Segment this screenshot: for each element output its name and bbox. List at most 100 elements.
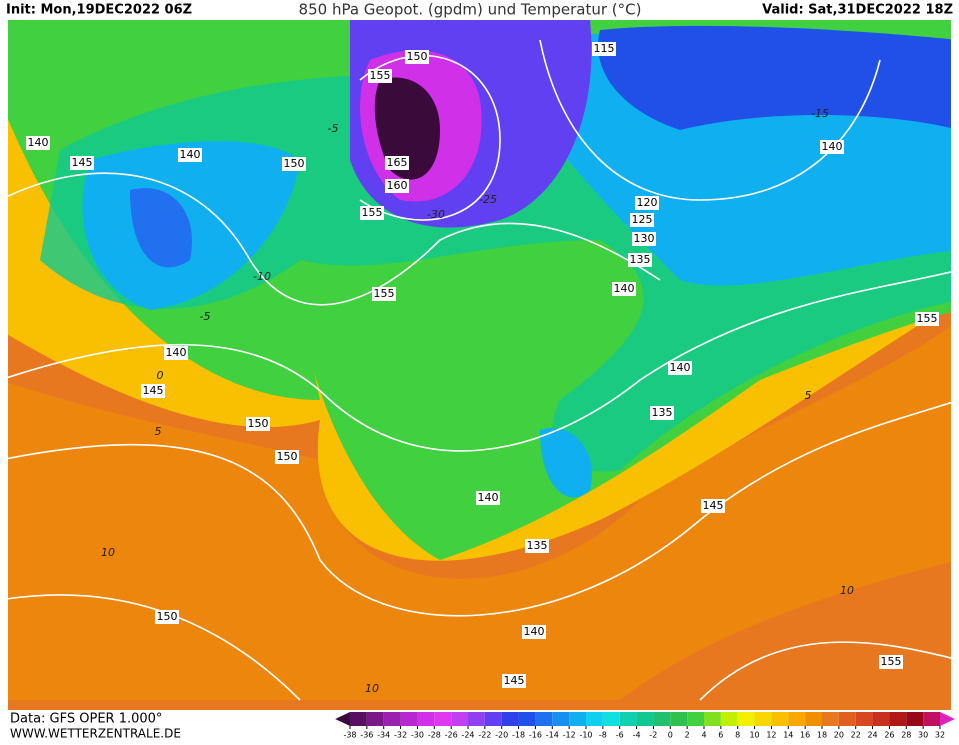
label-box <box>26 136 50 150</box>
legend-swatch <box>586 712 603 726</box>
legend-swatch <box>602 712 620 726</box>
legend-tick-label: -16 <box>529 731 542 740</box>
legend-swatch <box>552 712 570 726</box>
legend-tick-label: 22 <box>851 731 861 740</box>
legend-tick-label: 26 <box>884 731 894 740</box>
legend-swatch <box>687 712 704 726</box>
legend-swatch <box>754 712 772 726</box>
label-box <box>372 287 396 301</box>
temperature-label: 5 <box>155 425 162 438</box>
legend-tick-label: 32 <box>935 731 945 740</box>
label-box <box>635 196 659 210</box>
legend-tick-label: -12 <box>563 731 576 740</box>
legend-tick-label: -14 <box>546 731 559 740</box>
legend-swatch <box>535 712 553 726</box>
label-box <box>282 157 306 171</box>
data-source: Data: GFS OPER 1.000° <box>10 712 162 727</box>
legend-tick-label: 18 <box>817 731 827 740</box>
legend-tick-label: 28 <box>901 731 911 740</box>
temperature-label: -25 <box>479 193 497 206</box>
legend-tick-label: -28 <box>428 731 441 740</box>
label-box <box>385 179 409 193</box>
legend-swatch <box>366 712 384 726</box>
geopotential-label: 135 <box>652 406 673 419</box>
legend-tick-label: -30 <box>411 731 424 740</box>
label-box <box>632 232 656 246</box>
legend-tick-label: 4 <box>701 731 706 740</box>
label-box <box>668 361 692 375</box>
label-box <box>178 148 202 162</box>
legend-swatch <box>872 712 890 726</box>
geopotential-label: 155 <box>370 69 391 82</box>
contour-labels: 150 155 165 160 155 115 140 145 140 150 140 120 125 1… <box>26 42 939 695</box>
temperature-label: 5 <box>805 389 812 402</box>
legend-tick-label: 30 <box>918 731 928 740</box>
label-box <box>368 69 392 83</box>
geopotential-label: 145 <box>703 499 724 512</box>
geopotential-label: 140 <box>524 625 545 638</box>
label-box <box>502 674 526 688</box>
geopotential-label: 155 <box>374 287 395 300</box>
map-title: 850 hPa Geopot. (gpdm) und Temperatur (°… <box>299 1 642 19</box>
geopotential-label: 140 <box>166 346 187 359</box>
label-box <box>592 42 616 56</box>
temperature-label: -5 <box>328 122 339 135</box>
legend-tick-label: -22 <box>478 731 491 740</box>
legend-swatch <box>518 712 536 726</box>
label-box <box>650 406 674 420</box>
legend-tick-label: -2 <box>649 731 657 740</box>
legend-tick-label: 10 <box>749 731 759 740</box>
temperature-label: -30 <box>427 208 445 221</box>
label-box <box>246 417 270 431</box>
legend-swatch <box>350 712 367 726</box>
label-box <box>915 312 939 326</box>
legend-tick-label: -32 <box>394 731 407 740</box>
geopotential-label: 145 <box>504 674 525 687</box>
geopotential-label: 150 <box>284 157 305 170</box>
label-box <box>612 282 636 296</box>
label-box <box>476 491 500 505</box>
legend-swatch <box>468 712 485 726</box>
legend-tick-label: 12 <box>766 731 776 740</box>
legend-tick-label: -10 <box>579 731 592 740</box>
geopotential-label: 140 <box>180 148 201 161</box>
temperature-label: 10 <box>365 682 379 695</box>
legend-tick-label: -26 <box>445 731 458 740</box>
label-box <box>155 610 179 624</box>
geopotential-label: 115 <box>594 42 615 55</box>
geopotential-label: 130 <box>634 232 655 245</box>
legend-tick-label: -8 <box>599 731 607 740</box>
temperature-label: 10 <box>101 546 115 559</box>
label-box <box>275 450 299 464</box>
geopotential-label: 135 <box>630 253 651 266</box>
legend-swatch <box>906 712 924 726</box>
label-box <box>701 499 725 513</box>
legend-tick-label: 24 <box>867 731 877 740</box>
label-box <box>70 156 94 170</box>
label-box <box>525 539 549 553</box>
geopotential-label: 145 <box>143 384 164 397</box>
geopotential-label: 120 <box>637 196 658 209</box>
legend-swatch <box>383 712 401 726</box>
legend-swatch <box>771 712 789 726</box>
legend-swatch <box>451 712 468 726</box>
legend-tick-label: -24 <box>461 731 474 740</box>
legend-tick-label: 20 <box>834 731 844 740</box>
label-box <box>360 206 384 220</box>
legend-tick-label: -4 <box>633 731 641 740</box>
legend-swatch <box>619 712 637 726</box>
geopotential-label: 160 <box>387 179 408 192</box>
geopotential-label: 140 <box>28 136 49 149</box>
legend: -38 -36 -34 -32 -30 -28 -26 -24 -22 -20 -18 -16 -14-… <box>335 712 955 740</box>
legend-swatch <box>636 712 654 726</box>
geopotential-label: 135 <box>527 539 548 552</box>
geopotential-label: 140 <box>822 140 843 153</box>
geopotential-label: 165 <box>387 156 408 169</box>
legend-tick-label: 16 <box>800 731 810 740</box>
label-box <box>628 253 652 267</box>
geopotential-label: 150 <box>157 610 178 623</box>
label-box <box>630 213 654 227</box>
label-box <box>522 625 546 639</box>
